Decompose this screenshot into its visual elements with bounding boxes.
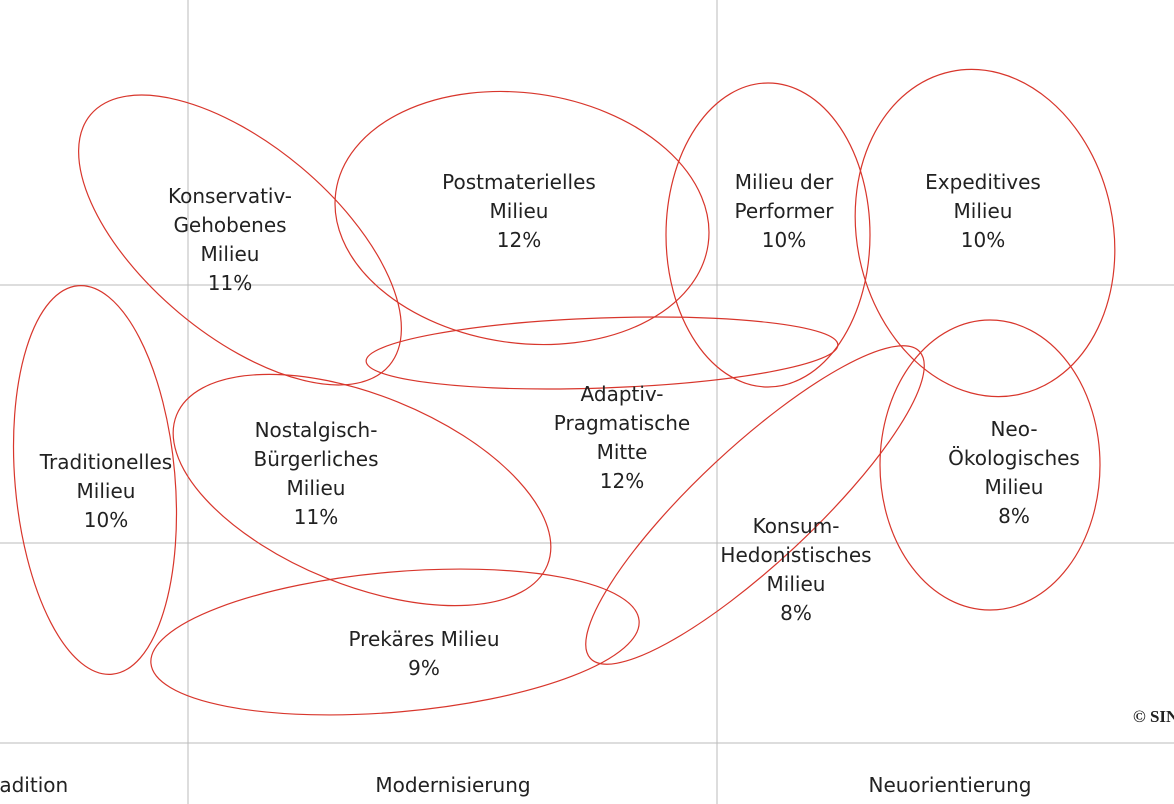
axis-label: Modernisierung <box>375 773 530 797</box>
milieu-label: Hedonistisches <box>720 543 871 567</box>
outline <box>665 82 871 388</box>
outline <box>12 285 178 675</box>
milieu-label: Bürgerliches <box>254 447 379 471</box>
milieu-label: Milieu <box>954 199 1013 223</box>
milieu-outlines <box>12 68 1116 716</box>
axis-label: Neuorientierung <box>869 773 1032 797</box>
milieu-share: 10% <box>961 228 1005 252</box>
milieu-share: 10% <box>762 228 806 252</box>
milieu-label: Mitte <box>597 440 648 464</box>
milieu-label: Pragmatische <box>554 411 690 435</box>
milieu-label: Milieu <box>287 476 346 500</box>
milieu-label: Postmaterielles <box>442 170 596 194</box>
milieu-label: Konservativ- <box>168 184 292 208</box>
milieu-share: 11% <box>294 505 338 529</box>
outline <box>172 373 552 607</box>
milieu-label: Adaptiv- <box>581 382 664 406</box>
outline <box>585 345 925 665</box>
milieu-label: Ökologisches <box>948 446 1080 470</box>
axis-label: Tradition <box>0 773 68 797</box>
milieu-label: Konsum- <box>753 514 840 538</box>
outline <box>854 68 1116 398</box>
milieu-share: 8% <box>998 504 1030 528</box>
milieu-share: 10% <box>84 508 128 532</box>
outline <box>150 568 640 716</box>
milieu-share: 9% <box>408 656 440 680</box>
milieu-share: 8% <box>780 601 812 625</box>
milieu-label: Milieu <box>77 479 136 503</box>
outline <box>879 319 1101 611</box>
milieu-share: 12% <box>600 469 644 493</box>
milieu-label: Milieu <box>767 572 826 596</box>
milieu-label: Milieu <box>201 242 260 266</box>
milieu-label: Milieu <box>490 199 549 223</box>
milieu-label: Neo- <box>990 417 1037 441</box>
milieu-label: Gehobenes <box>173 213 286 237</box>
copyright: © SINUS <box>1133 707 1174 726</box>
milieu-label: Expeditives <box>925 170 1041 194</box>
milieu-label: Performer <box>734 199 834 223</box>
milieu-label: Prekäres Milieu <box>348 627 499 651</box>
milieu-share: 11% <box>208 271 252 295</box>
milieu-label: Milieu <box>985 475 1044 499</box>
milieu-share: 12% <box>497 228 541 252</box>
outline <box>334 90 710 346</box>
milieu-label: Traditionelles <box>39 450 172 474</box>
milieu-label: Nostalgisch- <box>255 418 378 442</box>
outline <box>78 94 402 386</box>
milieu-label: Milieu der <box>735 170 834 194</box>
outline <box>365 316 839 390</box>
